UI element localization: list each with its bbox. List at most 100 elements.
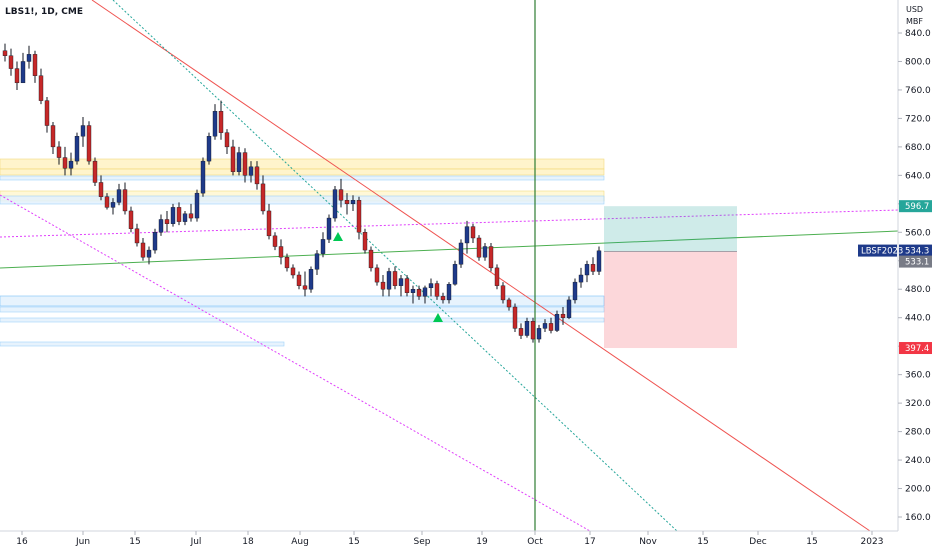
candle-82[interactable]	[494, 264, 500, 290]
time-scale[interactable]: 16 Jun 15 Jul 18 Aug 15 Sep 19 Oct 17 Nov 15 Dec 15 202…	[16, 531, 883, 547]
candle-7[interactable]	[44, 97, 50, 133]
candle-37[interactable]	[224, 129, 230, 154]
candle-57[interactable]	[344, 193, 350, 215]
candle-22[interactable]	[134, 223, 140, 247]
candle-25[interactable]	[152, 228, 158, 254]
candle-16[interactable]	[98, 175, 104, 201]
candle-59[interactable]	[356, 196, 362, 240]
candle-94[interactable]	[566, 296, 572, 320]
candle-17[interactable]	[104, 193, 110, 210]
candle-30[interactable]	[182, 210, 188, 226]
candle-68[interactable]	[410, 285, 416, 304]
candle-42[interactable]	[254, 161, 260, 190]
candle-43[interactable]	[260, 175, 266, 215]
candle-27[interactable]	[164, 210, 170, 233]
candle-92[interactable]	[554, 310, 560, 332]
candle-21[interactable]	[128, 206, 134, 233]
candle-34[interactable]	[206, 132, 212, 165]
candle-54[interactable]	[326, 214, 332, 243]
candle-56[interactable]	[338, 178, 344, 208]
candle-4[interactable]	[26, 45, 32, 69]
candle-90[interactable]	[542, 319, 548, 332]
candle-6[interactable]	[38, 68, 44, 105]
quantity-unit[interactable]: MBF	[906, 17, 923, 26]
candle-81[interactable]	[488, 242, 494, 272]
candle-18[interactable]	[110, 198, 116, 215]
candle-89[interactable]	[536, 324, 542, 343]
candle-44[interactable]	[266, 203, 272, 240]
candle-47[interactable]	[284, 253, 290, 272]
candle-39[interactable]	[236, 146, 242, 176]
candle-67[interactable]	[404, 275, 410, 297]
candle-97[interactable]	[584, 260, 590, 283]
candle-61[interactable]	[368, 246, 374, 272]
candle-23[interactable]	[140, 237, 146, 261]
candle-1[interactable]	[8, 48, 14, 76]
candle-69[interactable]	[416, 285, 422, 300]
candle-41[interactable]	[248, 161, 254, 183]
candle-14[interactable]	[86, 121, 92, 165]
candle-55[interactable]	[332, 186, 338, 222]
candle-73[interactable]	[440, 292, 446, 304]
candle-71[interactable]	[428, 278, 434, 297]
candle-58[interactable]	[350, 195, 356, 211]
candle-70[interactable]	[422, 285, 428, 304]
candles[interactable]	[2, 43, 602, 343]
candle-11[interactable]	[68, 152, 74, 176]
candle-29[interactable]	[176, 202, 182, 226]
candle-74[interactable]	[446, 282, 452, 304]
currency-unit[interactable]: USD	[906, 5, 923, 14]
candle-53[interactable]	[320, 232, 326, 258]
candle-85[interactable]	[512, 303, 518, 332]
candle-26[interactable]	[158, 214, 164, 236]
candle-12[interactable]	[74, 132, 80, 165]
candle-38[interactable]	[230, 139, 236, 176]
candle-5[interactable]	[32, 50, 38, 83]
candle-87[interactable]	[524, 317, 530, 338]
candle-50[interactable]	[302, 271, 308, 297]
candle-78[interactable]	[470, 223, 476, 243]
candle-46[interactable]	[278, 239, 284, 265]
candle-0[interactable]	[2, 43, 8, 62]
candle-62[interactable]	[374, 264, 380, 286]
long-position-tool[interactable]	[604, 206, 737, 349]
candle-64[interactable]	[386, 267, 392, 297]
candle-77[interactable]	[464, 220, 470, 254]
candle-83[interactable]	[500, 282, 506, 304]
candle-15[interactable]	[92, 157, 98, 187]
candle-52[interactable]	[314, 250, 320, 275]
symbol-label[interactable]: LBS1!, 1D, CME	[5, 7, 83, 17]
candle-36[interactable]	[218, 100, 224, 140]
candle-80[interactable]	[482, 242, 488, 261]
candle-3[interactable]	[20, 52, 26, 84]
candle-93[interactable]	[560, 307, 566, 325]
stop-zone[interactable]	[604, 251, 737, 349]
candle-91[interactable]	[548, 317, 554, 334]
candle-66[interactable]	[398, 275, 404, 297]
candle-35[interactable]	[212, 104, 218, 140]
candle-86[interactable]	[518, 323, 524, 340]
candle-88[interactable]	[530, 317, 536, 343]
candle-79[interactable]	[476, 235, 482, 261]
candle-31[interactable]	[188, 203, 194, 222]
candle-13[interactable]	[80, 116, 86, 147]
candle-10[interactable]	[62, 146, 68, 176]
candle-95[interactable]	[572, 278, 578, 304]
candle-99[interactable]	[596, 246, 602, 275]
candle-2[interactable]	[14, 61, 20, 90]
candle-60[interactable]	[362, 228, 368, 254]
candle-20[interactable]	[122, 182, 128, 215]
candle-63[interactable]	[380, 275, 386, 297]
candle-33[interactable]	[200, 157, 206, 197]
candle-32[interactable]	[194, 189, 200, 222]
candle-28[interactable]	[170, 203, 176, 227]
candle-96[interactable]	[578, 267, 584, 288]
candle-40[interactable]	[242, 148, 248, 183]
candle-9[interactable]	[56, 141, 62, 165]
candle-24[interactable]	[146, 246, 152, 265]
candle-76[interactable]	[458, 239, 464, 268]
candle-45[interactable]	[272, 232, 278, 251]
target-zone[interactable]	[604, 206, 737, 252]
